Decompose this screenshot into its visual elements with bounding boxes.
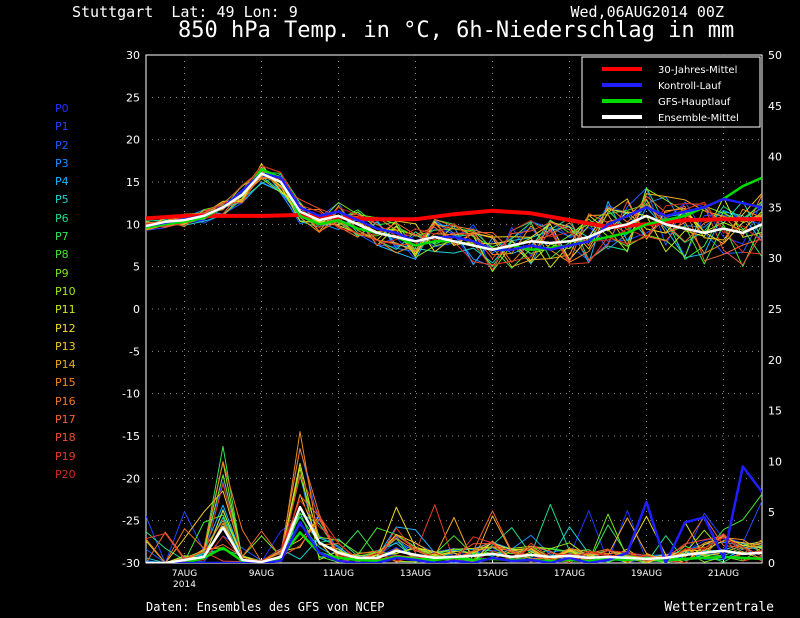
ensemble-member-label: P14 bbox=[55, 358, 76, 372]
y-right-tick-label: 30 bbox=[768, 252, 782, 265]
ensemble-member-label: P16 bbox=[55, 394, 76, 408]
x-tick-label: 9AUG bbox=[249, 569, 274, 579]
y-right-tick-label: 5 bbox=[768, 506, 775, 519]
ensemble-member-label: P4 bbox=[55, 175, 69, 189]
plot-frame bbox=[145, 54, 763, 564]
x-tick-label: 19AUG bbox=[631, 569, 662, 579]
y-left-tick-label: -5 bbox=[129, 345, 140, 358]
x-tick-label: 17AUG bbox=[554, 569, 585, 579]
y-right-tick-label: 35 bbox=[768, 201, 782, 214]
ensemble-member-label: P7 bbox=[55, 230, 69, 244]
ensemble-mean-precip-line bbox=[146, 505, 762, 563]
data-source-label: Daten: Ensembles des GFS von NCEP bbox=[146, 600, 385, 614]
y-right-tick-label: 15 bbox=[768, 405, 782, 418]
ensemble-member-label: P12 bbox=[55, 321, 76, 335]
ensemble-member-precip-line bbox=[146, 474, 762, 563]
ensemble-member-label: P15 bbox=[55, 376, 76, 390]
x-tick-label: 15AUG bbox=[477, 569, 508, 579]
run-date-label: Wed,06AUG2014 00Z bbox=[570, 3, 724, 21]
y-right-tick-label: 45 bbox=[768, 100, 782, 113]
ensemble-member-label: P0 bbox=[55, 102, 69, 115]
x-tick-label: 21AUG bbox=[708, 569, 739, 579]
legend-label: 30-Jahres-Mittel bbox=[658, 65, 737, 76]
chart-title: 850 hPa Temp. in °C, 6h-Niederschlag in … bbox=[178, 18, 735, 43]
y-right-tick-label: 10 bbox=[768, 455, 782, 468]
ensemble-member-label: P1 bbox=[55, 120, 69, 134]
x-tick-label: 13AUG bbox=[400, 569, 431, 579]
legend-label: Kontroll-Lauf bbox=[658, 81, 722, 92]
ensemble-member-list: P0 P1 P2 P3 P4 P5 P6 P7 P8 P9 P10 P11 P12 P13 P14 P15 P1… bbox=[55, 100, 76, 484]
control-temp-line bbox=[146, 172, 762, 251]
ensemble-member-label: P19 bbox=[55, 449, 76, 463]
climate-mean-line bbox=[146, 208, 762, 229]
ensemble-member-label: P3 bbox=[55, 156, 69, 170]
y-left-tick-label: -25 bbox=[122, 515, 140, 528]
brand-label: Wetterzentrale bbox=[664, 600, 774, 615]
y-left-tick-label: 30 bbox=[126, 49, 140, 62]
x-tick-label: 11AUG bbox=[323, 569, 354, 579]
y-right-tick-label: 0 bbox=[768, 557, 775, 570]
ensemble-mean-temp-line bbox=[146, 172, 762, 251]
y-left-tick-label: 20 bbox=[126, 134, 140, 147]
y-left-tick-label: -10 bbox=[122, 388, 140, 401]
ensemble-member-label: P5 bbox=[55, 193, 69, 207]
y-left-tick-label: 0 bbox=[133, 303, 140, 316]
ensemble-member-label: P9 bbox=[55, 266, 69, 280]
y-left-tick-label: -20 bbox=[122, 472, 140, 485]
y-right-tick-label: 40 bbox=[768, 151, 782, 164]
ensemble-member-label: P8 bbox=[55, 248, 69, 262]
legend-label: Ensemble-Mittel bbox=[658, 113, 739, 124]
y-left-tick-label: -15 bbox=[122, 430, 140, 443]
ensemble-member-label: P11 bbox=[55, 303, 76, 317]
legend-label: GFS-Hauptlauf bbox=[658, 97, 731, 108]
ensemble-member-label: P6 bbox=[55, 211, 69, 225]
ensemble-member-label: P20 bbox=[55, 467, 76, 481]
y-left-tick-label: -30 bbox=[122, 557, 140, 570]
ensemble-member-temp-line bbox=[146, 171, 762, 266]
y-right-tick-label: 25 bbox=[768, 303, 782, 316]
y-right-tick-label: 20 bbox=[768, 354, 782, 367]
y-left-tick-label: 25 bbox=[126, 91, 140, 104]
x-tick-label: 7AUG bbox=[172, 569, 197, 579]
ensemble-member-label: P17 bbox=[55, 413, 76, 427]
y-left-tick-label: 5 bbox=[133, 261, 140, 274]
ensemble-member-label: P18 bbox=[55, 431, 76, 445]
y-left-tick-label: 15 bbox=[126, 176, 140, 189]
ensemble-member-label: P2 bbox=[55, 138, 69, 152]
control-precip-line bbox=[146, 465, 762, 563]
y-left-tick-label: 10 bbox=[126, 218, 140, 231]
ensemble-member-label: P10 bbox=[55, 284, 76, 298]
ensemble-member-label: P13 bbox=[55, 339, 76, 353]
location-label: Stuttgart Lat: 49 Lon: 9 bbox=[72, 3, 298, 21]
x-tick-sublabel: 2014 bbox=[173, 580, 196, 590]
y-right-tick-label: 50 bbox=[768, 49, 782, 62]
